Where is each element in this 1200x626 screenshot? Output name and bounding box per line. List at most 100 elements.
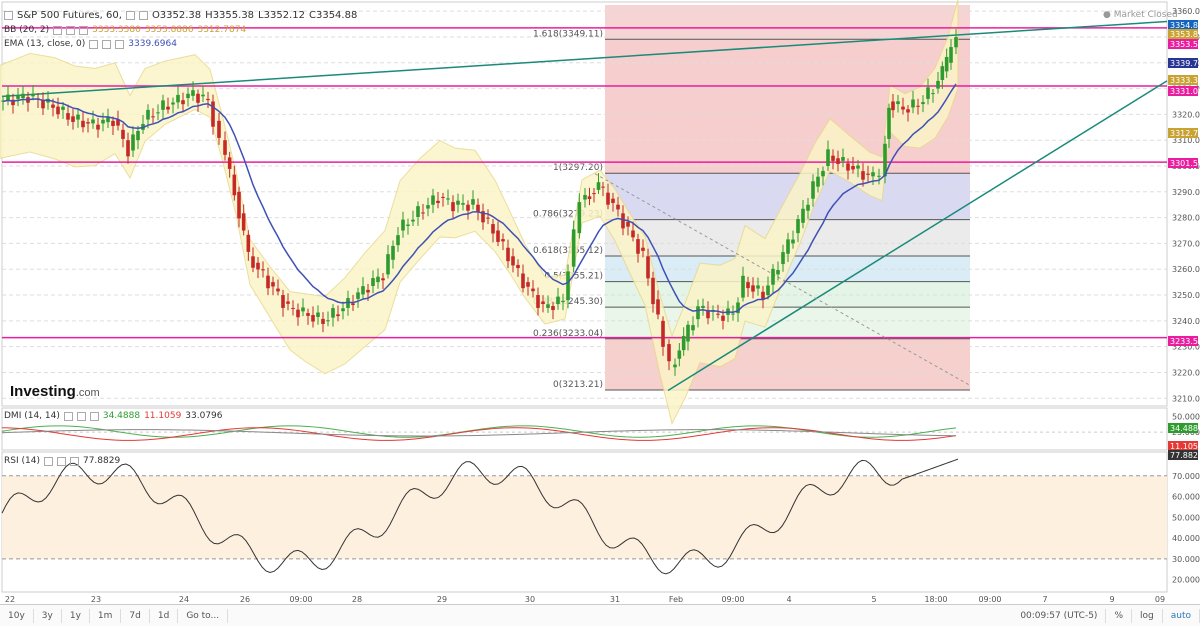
candle-body: [741, 275, 745, 298]
trend-line-upper: [1, 20, 1168, 98]
candle-body: [841, 157, 845, 161]
candle-body: [271, 282, 275, 287]
dmi-badge: [1168, 441, 1198, 451]
candle-body: [266, 275, 270, 289]
dmi-tick-label: 50.0000: [1172, 412, 1200, 421]
rsi-tick-label: 70.0000: [1172, 472, 1200, 481]
candle-body: [891, 101, 895, 111]
bb-close-icon[interactable]: [79, 25, 89, 35]
price-badge-label: 3353.50: [1170, 40, 1200, 49]
candle-body: [61, 106, 65, 110]
dmi-close-icon[interactable]: [89, 411, 99, 421]
rsi-badge: [1168, 450, 1198, 460]
candle-body: [186, 93, 190, 99]
candle-body: [883, 143, 887, 177]
fib-level-label: 1(3297.20): [553, 163, 603, 173]
candle-body: [636, 239, 640, 254]
candle-body: [66, 113, 70, 120]
candle-body: [631, 230, 635, 238]
ema-close-icon[interactable]: [115, 39, 125, 49]
candle-body: [31, 94, 35, 97]
candle-body: [456, 200, 460, 205]
ohlc-low: L3352.12: [258, 10, 305, 21]
bb-hide-icon[interactable]: [66, 25, 76, 35]
candle-body: [11, 99, 15, 106]
dmi-adx-line: [1, 429, 957, 437]
price-tick-label: 3210.00: [1172, 394, 1200, 403]
dmi-adx-value: 33.0796: [185, 411, 223, 421]
market-status: ● Market Closed: [1103, 10, 1178, 20]
candle-body: [106, 117, 110, 123]
ema-hide-icon[interactable]: [102, 39, 112, 49]
candle-body: [746, 282, 750, 289]
candle-body: [381, 278, 385, 281]
symbol-legend: S&P 500 Futures, 60, O3352.38 H3355.38 L…: [4, 10, 357, 21]
candle-body: [81, 120, 85, 128]
candle-body: [151, 116, 155, 118]
price-badge: [1168, 29, 1198, 39]
dmi-hide-icon[interactable]: [76, 411, 86, 421]
price-tick-label: 3260.00: [1172, 265, 1200, 274]
candle-body: [521, 273, 525, 289]
range-1y[interactable]: 1y: [62, 608, 90, 623]
candle-body: [356, 292, 360, 299]
rsi-settings-icon[interactable]: [43, 456, 53, 466]
candle-body: [641, 247, 645, 251]
rsi-badge-label: 77.8829: [1170, 451, 1200, 460]
candle-body: [616, 204, 620, 210]
candle-body: [786, 239, 790, 254]
candle-body: [96, 124, 100, 130]
close-icon[interactable]: [138, 11, 148, 20]
candle-body: [856, 165, 860, 169]
candle-body: [476, 204, 480, 212]
bb-settings-icon[interactable]: [53, 25, 63, 35]
candle-body: [376, 276, 380, 283]
range-7d[interactable]: 7d: [121, 608, 150, 623]
ema-settings-icon[interactable]: [89, 39, 99, 49]
candle-body: [56, 106, 60, 115]
percent-toggle[interactable]: %: [1106, 608, 1132, 623]
candle-body: [86, 122, 90, 124]
candle-body: [921, 102, 925, 105]
auto-toggle[interactable]: auto: [1163, 608, 1200, 623]
range-1m[interactable]: 1m: [90, 608, 122, 623]
rsi-label: RSI (14): [4, 456, 40, 466]
bb-value-2: 3353.8886: [144, 25, 194, 35]
rsi-hide-icon[interactable]: [56, 456, 66, 466]
goto-button[interactable]: Go to...: [178, 608, 229, 623]
candle-body: [341, 308, 345, 312]
rsi-close-icon[interactable]: [69, 456, 79, 466]
range-10y[interactable]: 10y: [0, 608, 34, 623]
range-1d[interactable]: 1d: [150, 608, 179, 623]
dmi-settings-icon[interactable]: [63, 411, 73, 421]
time-tick-label: 5: [871, 595, 876, 604]
candle-body: [556, 296, 560, 305]
ohlc-high: H3355.38: [205, 10, 255, 21]
candle-body: [611, 198, 615, 203]
candle-body: [496, 230, 500, 242]
investing-logo: Investing.com: [10, 383, 100, 400]
settings-icon[interactable]: [125, 11, 135, 20]
rsi-tick-label: 50.0000: [1172, 513, 1200, 522]
candle-body: [116, 119, 120, 126]
candle-body: [111, 120, 115, 126]
log-toggle[interactable]: log: [1132, 608, 1163, 623]
dmi-pane-border: [1, 407, 1168, 451]
candle-body: [121, 129, 125, 139]
rsi-tick-label: 40.0000: [1172, 534, 1200, 543]
candle-body: [446, 198, 450, 200]
candle-body: [232, 174, 237, 196]
price-tick-label: 3270.00: [1172, 239, 1200, 248]
range-3y[interactable]: 3y: [34, 608, 62, 623]
candle-body: [836, 158, 840, 164]
candle-body: [146, 109, 150, 120]
candle-body: [577, 202, 582, 234]
time-tick-label: 09: [1155, 595, 1165, 604]
candle-body: [281, 295, 285, 308]
collapse-icon[interactable]: [4, 11, 13, 20]
candle-body: [571, 229, 576, 267]
candle-body: [896, 101, 900, 105]
candle-body: [661, 320, 665, 347]
candle-body: [587, 196, 592, 200]
